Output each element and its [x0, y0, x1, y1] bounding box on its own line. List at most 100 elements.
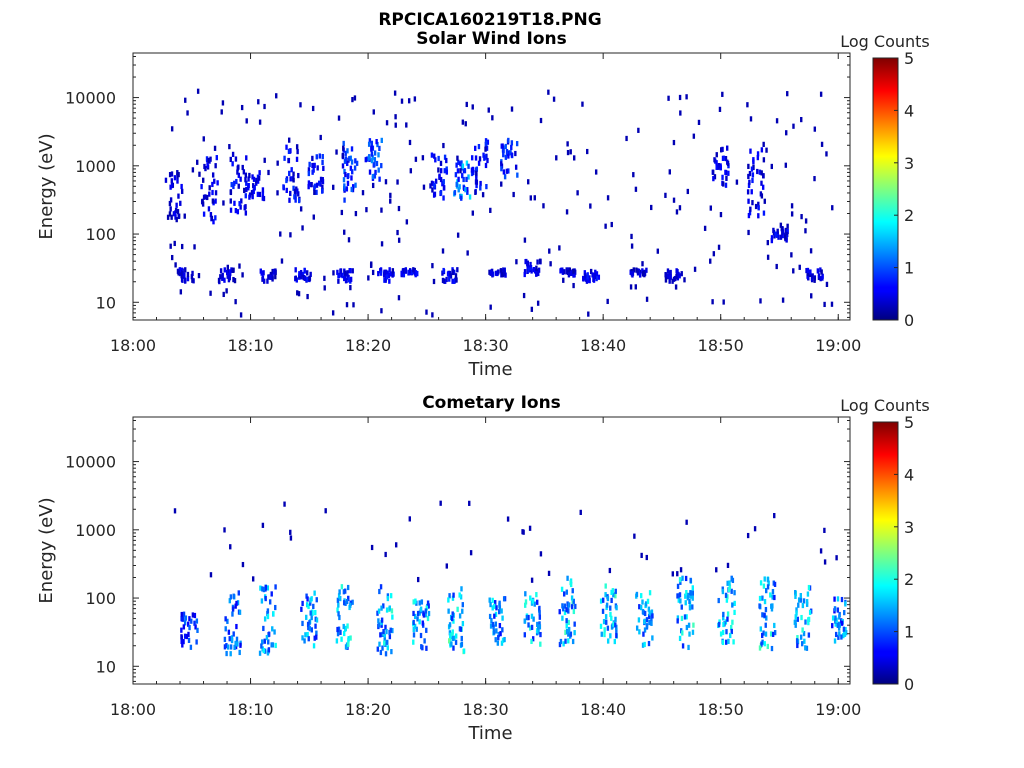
heatmap-cell	[433, 153, 436, 159]
heatmap-cell	[294, 267, 297, 273]
heatmap-cell	[838, 614, 841, 620]
heatmap-cell	[408, 268, 412, 274]
heatmap-cell	[228, 275, 231, 281]
heatmap-cell	[510, 140, 514, 146]
heatmap-cell	[495, 628, 498, 634]
heatmap-cell	[304, 632, 307, 638]
heatmap-cell	[691, 595, 694, 601]
heatmap-cell	[238, 263, 241, 269]
heatmap-cell	[412, 267, 415, 273]
heatmap-cell	[823, 301, 826, 308]
heatmap-cell	[451, 611, 454, 617]
heatmap-cell	[376, 646, 380, 652]
heatmap-cell	[790, 203, 794, 209]
heatmap-cell	[468, 500, 471, 506]
x-tick-label: 18:50	[698, 336, 744, 355]
heatmap-cell	[761, 184, 765, 190]
heatmap-cell	[834, 631, 838, 638]
heatmap-cell	[722, 611, 725, 618]
heatmap-cell	[795, 610, 798, 616]
heatmap-cell	[666, 273, 670, 279]
heatmap-cell	[529, 265, 533, 271]
heatmap-cell	[717, 244, 721, 250]
heatmap-cell	[223, 636, 227, 642]
heatmap-cell	[675, 274, 678, 280]
heatmap-cell	[367, 155, 371, 161]
heatmap-cell	[805, 645, 809, 651]
heatmap-cell	[307, 636, 310, 642]
heatmap-cell	[786, 223, 789, 229]
heatmap-cell	[239, 312, 243, 318]
heatmap-cell	[728, 580, 731, 586]
heatmap-cell	[416, 616, 419, 622]
heatmap-cell	[251, 576, 255, 582]
heatmap-cell	[464, 187, 467, 193]
heatmap-cell	[346, 584, 350, 591]
heatmap-cell	[247, 176, 250, 182]
heatmap-cell	[562, 606, 565, 612]
heatmap-cell	[383, 269, 386, 275]
heatmap-cell	[350, 159, 354, 165]
heatmap-cell	[180, 188, 184, 194]
heatmap-cell	[640, 552, 643, 559]
heatmap-cell	[530, 268, 533, 274]
heatmap-cell	[460, 160, 463, 166]
heatmap-cell	[454, 172, 458, 178]
heatmap-cell	[377, 152, 380, 158]
heatmap-cell	[191, 612, 195, 618]
heatmap-cell	[786, 228, 789, 235]
heatmap-cell	[795, 638, 799, 644]
heatmap-cell	[589, 203, 592, 209]
heatmap-cell	[842, 626, 846, 632]
heatmap-cell	[175, 217, 178, 223]
heatmap-cell	[229, 156, 232, 163]
heatmap-cell	[287, 157, 290, 164]
heatmap-cell	[267, 169, 270, 176]
heatmap-cell	[315, 154, 318, 160]
heatmap-cell	[386, 639, 389, 645]
heatmap-cell	[442, 195, 445, 201]
heatmap-cell	[762, 630, 765, 636]
heatmap-cell	[211, 198, 215, 204]
heatmap-cell	[391, 268, 395, 274]
heatmap-cell	[565, 618, 568, 624]
heatmap-cell	[724, 619, 728, 625]
heatmap-cell	[177, 172, 180, 178]
heatmap-cell	[633, 533, 636, 539]
heatmap-cell	[351, 187, 355, 193]
heatmap-cell	[462, 176, 465, 183]
heatmap-cell	[630, 233, 633, 240]
heatmap-cell	[643, 619, 646, 625]
heatmap-cell	[419, 632, 423, 639]
heatmap-cell	[422, 184, 426, 190]
heatmap-cell	[315, 182, 319, 188]
heatmap-cell	[784, 234, 787, 240]
heatmap-cell	[800, 116, 803, 123]
heatmap-cell	[271, 276, 274, 282]
heatmap-cell	[439, 168, 443, 174]
heatmap-cell	[419, 606, 423, 612]
heatmap-cell	[494, 621, 497, 627]
heatmap-cell	[321, 184, 324, 191]
heatmap-cell	[762, 210, 766, 216]
heatmap-cell	[337, 272, 341, 278]
heatmap-cell	[386, 595, 390, 602]
heatmap-cell	[502, 169, 506, 175]
heatmap-cell	[844, 601, 847, 607]
heatmap-cell	[485, 184, 488, 190]
heatmap-cell	[570, 604, 574, 610]
heatmap-cell	[484, 138, 488, 144]
heatmap-cell	[692, 622, 695, 628]
heatmap-cell	[236, 600, 240, 606]
heatmap-cell	[196, 159, 199, 165]
heatmap-cell	[475, 170, 478, 176]
heatmap-cell	[409, 168, 413, 174]
heatmap-cell	[455, 162, 458, 168]
heatmap-cell	[813, 176, 816, 182]
heatmap-cell	[431, 312, 434, 318]
heatmap-cell	[306, 596, 309, 602]
heatmap-cell	[231, 611, 234, 617]
heatmap-cell	[211, 189, 214, 196]
heatmap-cell	[231, 161, 234, 167]
heatmap-cell	[307, 170, 311, 177]
